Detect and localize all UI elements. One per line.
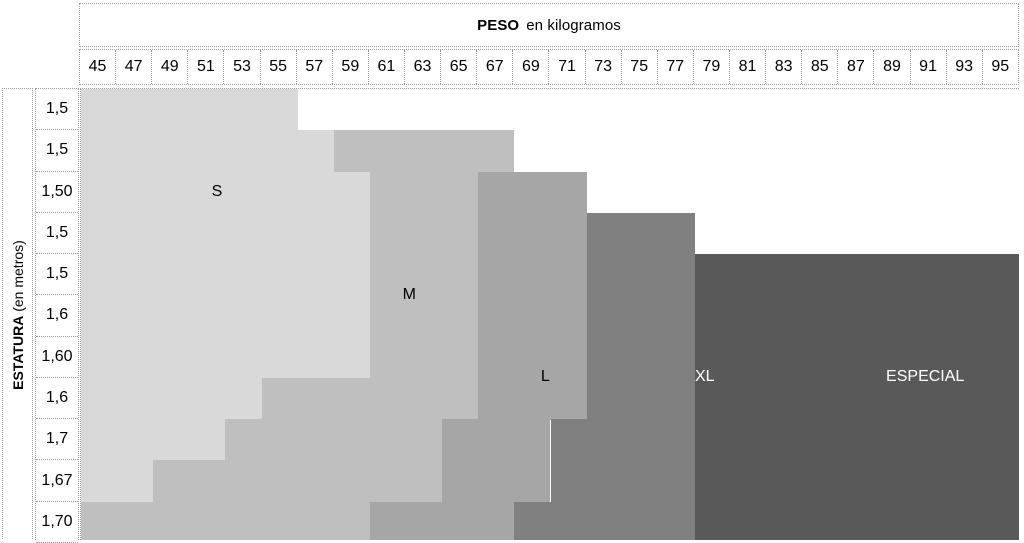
size-band-cell-s[interactable]	[81, 460, 154, 503]
size-band-cell-xl[interactable]	[514, 501, 695, 542]
size-band-cell-m[interactable]	[333, 130, 515, 173]
size-band-cell-especial[interactable]	[694, 501, 1019, 542]
plot-bottom-edge	[0, 540, 1024, 542]
height-header-cell[interactable]: 1,60	[36, 336, 78, 378]
weight-header-cell[interactable]: 73	[585, 50, 622, 84]
height-axis-title-rest: (en metros)	[9, 239, 26, 312]
size-band-cell-s[interactable]	[81, 171, 370, 214]
size-band-cell-especial[interactable]	[694, 336, 1019, 379]
size-matrix-plot: S M L XL ESPECIAL	[80, 88, 1019, 542]
size-band-cell-especial[interactable]	[694, 460, 1019, 503]
weight-header-cell[interactable]: 65	[441, 50, 478, 84]
size-band-cell-xl[interactable]	[586, 295, 695, 338]
size-band-cell-m[interactable]	[225, 419, 443, 462]
size-band-cell-m[interactable]	[369, 212, 479, 255]
size-band-cell-xl[interactable]	[550, 419, 695, 462]
size-band-cell-especial[interactable]	[694, 419, 1019, 462]
size-band-cell-s[interactable]	[81, 336, 370, 379]
size-band-cell-l[interactable]	[478, 336, 587, 379]
size-band-cell-m[interactable]	[369, 171, 479, 214]
size-band-cell-m[interactable]	[261, 377, 479, 420]
weight-header-cell[interactable]: 69	[513, 50, 550, 84]
size-band-cell-xl[interactable]	[586, 254, 695, 296]
weight-header-cell[interactable]: 93	[946, 50, 983, 84]
size-band-cell-l[interactable]	[478, 295, 587, 338]
weight-header-cell[interactable]: 53	[224, 50, 261, 84]
size-band-cell-s[interactable]	[81, 377, 262, 420]
size-band-cell-xl[interactable]	[586, 377, 695, 420]
weight-header-cell[interactable]: 87	[838, 50, 875, 84]
weight-header-cell[interactable]: 89	[874, 50, 911, 84]
weight-axis-title-rest: en kilogramos	[526, 16, 621, 34]
plot-right-edge	[1019, 88, 1024, 542]
weight-header-cell[interactable]: 51	[188, 50, 225, 84]
height-header-cell[interactable]: 1,5	[36, 212, 78, 255]
size-band-cell-l[interactable]	[442, 419, 551, 462]
height-header-cell[interactable]: 1,50	[36, 171, 78, 213]
height-header-cell[interactable]: 1,6	[36, 295, 78, 337]
height-header-cell[interactable]: 1,70	[36, 501, 78, 543]
size-band-cell-s[interactable]	[81, 295, 370, 338]
weight-header-cell[interactable]: 47	[116, 50, 153, 84]
height-header-cell[interactable]: 1,67	[36, 460, 78, 502]
size-band-cell-l[interactable]	[478, 212, 587, 255]
height-header-cell[interactable]: 1,7	[36, 419, 78, 461]
size-band-cell-xl[interactable]	[550, 460, 695, 503]
height-header-cell[interactable]: 1,5	[36, 130, 78, 172]
weight-header-cell[interactable]: 75	[621, 50, 658, 84]
size-band-cell-especial[interactable]	[694, 254, 1019, 296]
weight-header-cell[interactable]: 83	[766, 50, 803, 84]
weight-header-cell[interactable]: 71	[549, 50, 586, 84]
weight-header-cell[interactable]: 95	[982, 50, 1018, 84]
height-header-cell[interactable]: 1,6	[36, 377, 78, 420]
height-axis-title: ESTATURA (en metros)	[2, 88, 33, 541]
size-band-cell-l[interactable]	[478, 254, 587, 296]
size-band-cell-s[interactable]	[81, 89, 298, 131]
height-header-cell[interactable]: 1,5	[36, 254, 78, 296]
weight-header-cell[interactable]: 85	[802, 50, 839, 84]
size-band-cell-l[interactable]	[442, 460, 551, 503]
weight-header-cell[interactable]: 67	[477, 50, 514, 84]
size-band-cell-especial[interactable]	[694, 377, 1019, 420]
size-band-cell-xl[interactable]	[586, 212, 695, 255]
size-band-cell-l[interactable]	[478, 171, 587, 214]
size-band-cell-l[interactable]	[478, 377, 587, 420]
weight-header-cell[interactable]: 63	[404, 50, 442, 84]
weight-header-cell[interactable]: 59	[332, 50, 369, 84]
weight-header-cell[interactable]: 49	[152, 50, 189, 84]
corner-blank-cell	[0, 0, 79, 87]
size-band-cell-m[interactable]	[153, 460, 443, 503]
size-band-cell-xl[interactable]	[586, 336, 695, 379]
size-band-cell-m[interactable]	[369, 295, 479, 338]
size-band-cell-l[interactable]	[369, 501, 515, 542]
weight-header-cell[interactable]: 79	[693, 50, 730, 84]
size-band-cell-s[interactable]	[81, 212, 370, 255]
size-band-cell-m[interactable]	[369, 254, 479, 296]
weight-axis-title: PESO en kilogramos	[79, 3, 1019, 47]
height-header-cell[interactable]: 1,5	[36, 89, 78, 131]
weight-header-cell[interactable]: 61	[368, 50, 405, 84]
size-band-cell-s[interactable]	[81, 419, 226, 462]
weight-header-cell[interactable]: 91	[910, 50, 947, 84]
size-band-cell-m[interactable]	[369, 336, 479, 379]
weight-header-cell[interactable]: 55	[260, 50, 297, 84]
weight-header-cell[interactable]: 45	[80, 50, 117, 84]
weight-header-cell[interactable]: 77	[657, 50, 694, 84]
size-band-cell-especial[interactable]	[694, 295, 1019, 338]
weight-header-cell[interactable]: 81	[729, 50, 767, 84]
height-header-column: 1,5 1,5 1,50 1,5 1,5 1,6 1,60 1,6 1,7 1,67 1,70	[35, 88, 79, 543]
size-band-cell-s[interactable]	[81, 130, 334, 173]
height-axis-title-bold: ESTATURA	[9, 315, 26, 390]
weight-header-row: 45 47 49 51 53 55 57 59 61 63 65 67 69 71 73 75 77 79 81 83…	[79, 49, 1019, 85]
weight-header-cell[interactable]: 57	[296, 50, 333, 84]
size-band-cell-s[interactable]	[81, 254, 370, 296]
weight-axis-title-bold: PESO	[477, 16, 520, 34]
size-band-cell-m[interactable]	[81, 501, 370, 542]
